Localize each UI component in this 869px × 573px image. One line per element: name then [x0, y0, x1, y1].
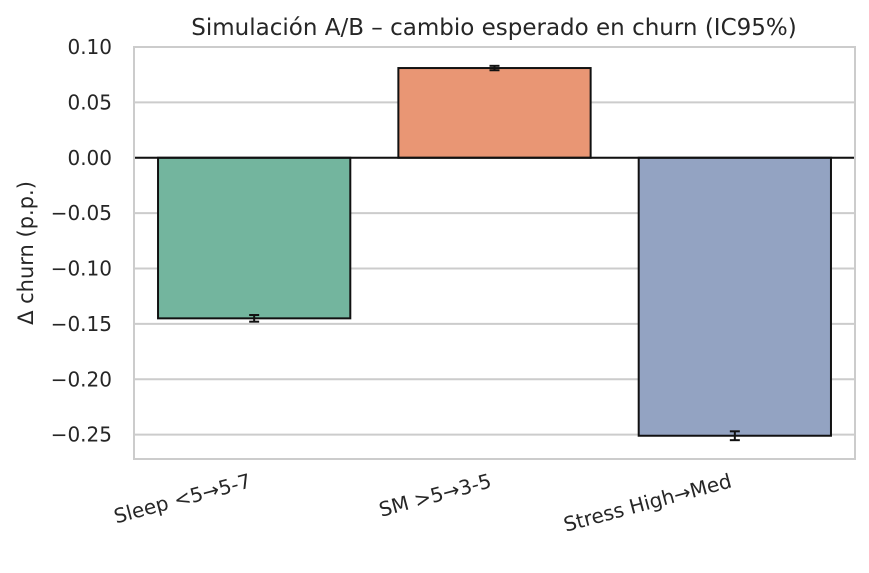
- x-tick-label: Stress High→Med: [561, 469, 734, 537]
- y-tick-label: −0.25: [51, 423, 112, 447]
- x-tick-label: Sleep <5→5-7: [111, 469, 253, 529]
- chart-title: Simulación A/B – cambio esperado en chur…: [191, 15, 796, 41]
- y-tick-label: 0.05: [67, 90, 112, 114]
- tick-labels: 0.10 0.05 0.00 −0.05 −0.10 −0.15 −0.20 −0.25 Sle…: [51, 35, 734, 537]
- y-tick-label: −0.05: [51, 201, 112, 225]
- bar: [637, 156, 832, 437]
- y-tick-label: −0.10: [51, 257, 112, 281]
- plot-frame: [133, 46, 856, 460]
- y-tick-label: 0.10: [67, 35, 112, 59]
- bar: [157, 156, 352, 320]
- x-tick-label: SM >5→3-5: [376, 469, 494, 522]
- bars: [134, 64, 855, 442]
- y-tick-label: 0.00: [67, 146, 112, 170]
- y-axis-label: Δ churn (p.p.): [14, 181, 38, 325]
- y-tick-label: −0.15: [51, 312, 112, 336]
- y-tick-label: −0.20: [51, 367, 112, 391]
- bar: [397, 67, 592, 159]
